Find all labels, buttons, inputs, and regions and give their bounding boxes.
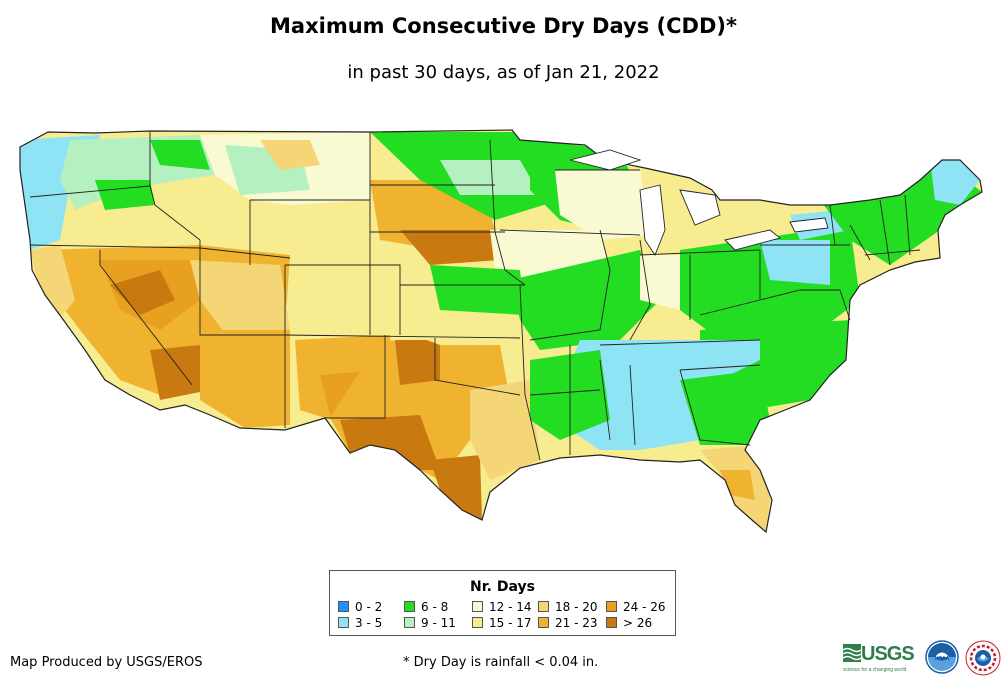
legend-item: 18 - 20 [538, 601, 598, 614]
legend-label: 21 - 23 [555, 616, 598, 630]
map-subtitle: in past 30 days, as of Jan 21, 2022 [347, 62, 660, 83]
legend-item: 24 - 26 [606, 601, 666, 614]
usgs-wordmark: USGS [861, 643, 915, 665]
legend-label: 0 - 2 [355, 600, 383, 614]
legend-swatch [472, 617, 483, 628]
legend-label: 12 - 14 [489, 600, 532, 614]
legend-swatch [404, 617, 415, 628]
legend-swatch [404, 601, 415, 612]
legend-swatch [338, 601, 349, 612]
legend-label: 24 - 26 [623, 600, 666, 614]
legend-label: 18 - 20 [555, 600, 598, 614]
legend-item: 9 - 11 [404, 617, 456, 630]
usgs-wave-icon [843, 644, 861, 662]
cdd-fill-layer [20, 130, 982, 532]
footnote-text: * Dry Day is rainfall < 0.04 in. [403, 655, 599, 670]
noaa-logo: NOAA [925, 640, 959, 674]
credit-text: Map Produced by USGS/EROS [10, 655, 203, 670]
legend-swatch [538, 617, 549, 628]
legend-swatch [472, 601, 483, 612]
usgs-tagline: science for a changing world [843, 667, 907, 673]
legend-title: Nr. Days [470, 579, 535, 595]
legend-swatch [606, 617, 617, 628]
legend-label: 15 - 17 [489, 616, 532, 630]
legend-item: 0 - 2 [338, 601, 382, 614]
legend-item: 15 - 17 [472, 617, 532, 630]
agency-logos: USGS science for a changing world NOAA [843, 640, 1003, 680]
noaa-text: NOAA [935, 656, 950, 662]
great-lakes [569, 149, 829, 256]
legend-item: 6 - 8 [404, 601, 448, 614]
map-title: Maximum Consecutive Dry Days (CDD)* [270, 14, 737, 38]
usgs-logo: USGS [843, 643, 915, 667]
legend: Nr. Days 0 - 2 3 - 5 6 - 8 9 - 11 12 - 1… [329, 570, 676, 636]
state-boundaries [19, 129, 983, 534]
legend-label: 9 - 11 [421, 616, 456, 630]
legend-label: 6 - 8 [421, 600, 449, 614]
legend-swatch [606, 601, 617, 612]
legend-swatch [338, 617, 349, 628]
legend-item: 12 - 14 [472, 601, 532, 614]
legend-label: > 26 [623, 616, 653, 630]
legend-item: > 26 [606, 617, 652, 630]
legend-item: 3 - 5 [338, 617, 382, 630]
legend-label: 3 - 5 [355, 616, 383, 630]
legend-item: 21 - 23 [538, 617, 598, 630]
nws-logo [965, 640, 1001, 676]
legend-swatch [538, 601, 549, 612]
